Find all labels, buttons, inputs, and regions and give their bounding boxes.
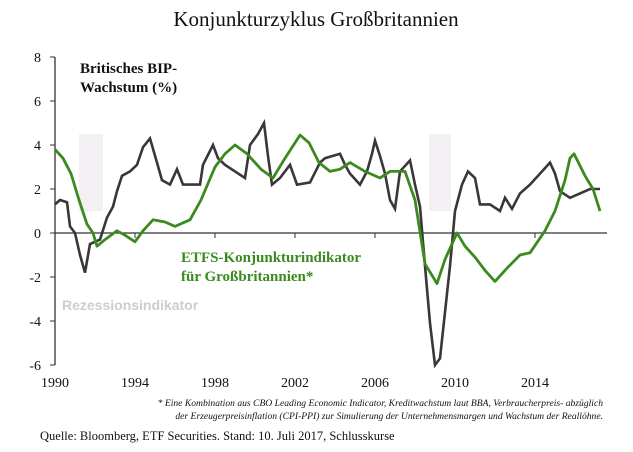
x-tick-label: 1994 bbox=[121, 376, 149, 391]
bip-label-line2: Wachstum (%) bbox=[80, 80, 177, 96]
indicator-line bbox=[53, 133, 602, 286]
axes: -6 -4 -2 0 2 4 6 8 1990 1994 1998 2002 2006 2010 2014 bbox=[29, 51, 607, 391]
y-tick-label: -6 bbox=[29, 359, 41, 374]
recession-shading bbox=[79, 134, 451, 211]
y-tick-label: -4 bbox=[29, 315, 41, 330]
footnote-line2: der Erzeugerpreisinflation (CPI-PPI) zur… bbox=[175, 411, 603, 422]
y-tick-label: 6 bbox=[34, 95, 41, 110]
x-tick-label: 2006 bbox=[361, 376, 389, 391]
y-tick-label: 4 bbox=[34, 139, 41, 154]
y-tick-label: 2 bbox=[34, 183, 41, 198]
indicator-label-line2: für Großbritannien* bbox=[181, 269, 313, 285]
indicator-label-line1: ETFS-Konjunkturindikator bbox=[181, 250, 361, 266]
footnote-line1: * Eine Kombination aus CBO Leading Econo… bbox=[158, 398, 604, 409]
source-note: Quelle: Bloomberg, ETF Securities. Stand… bbox=[40, 429, 395, 443]
recession-band bbox=[429, 134, 451, 211]
x-tick-label: 2010 bbox=[441, 376, 469, 391]
y-tick-label: -2 bbox=[29, 271, 41, 286]
y-tick-label: 8 bbox=[34, 51, 41, 66]
x-tick-label: 2014 bbox=[521, 376, 549, 391]
series-lines bbox=[53, 118, 602, 369]
bip-label-line1: Britisches BIP- bbox=[80, 61, 177, 77]
x-tick-label: 2002 bbox=[281, 376, 309, 391]
x-tick-label: 1998 bbox=[201, 376, 229, 391]
x-tick-label: 1990 bbox=[41, 376, 69, 391]
recession-band bbox=[79, 134, 103, 211]
recession-label: Rezessionsindikator bbox=[62, 297, 199, 313]
chart-title: Konjunkturzyklus Großbritannien bbox=[173, 7, 459, 31]
y-tick-label: 0 bbox=[34, 227, 41, 242]
gdp-growth-line bbox=[54, 118, 600, 369]
